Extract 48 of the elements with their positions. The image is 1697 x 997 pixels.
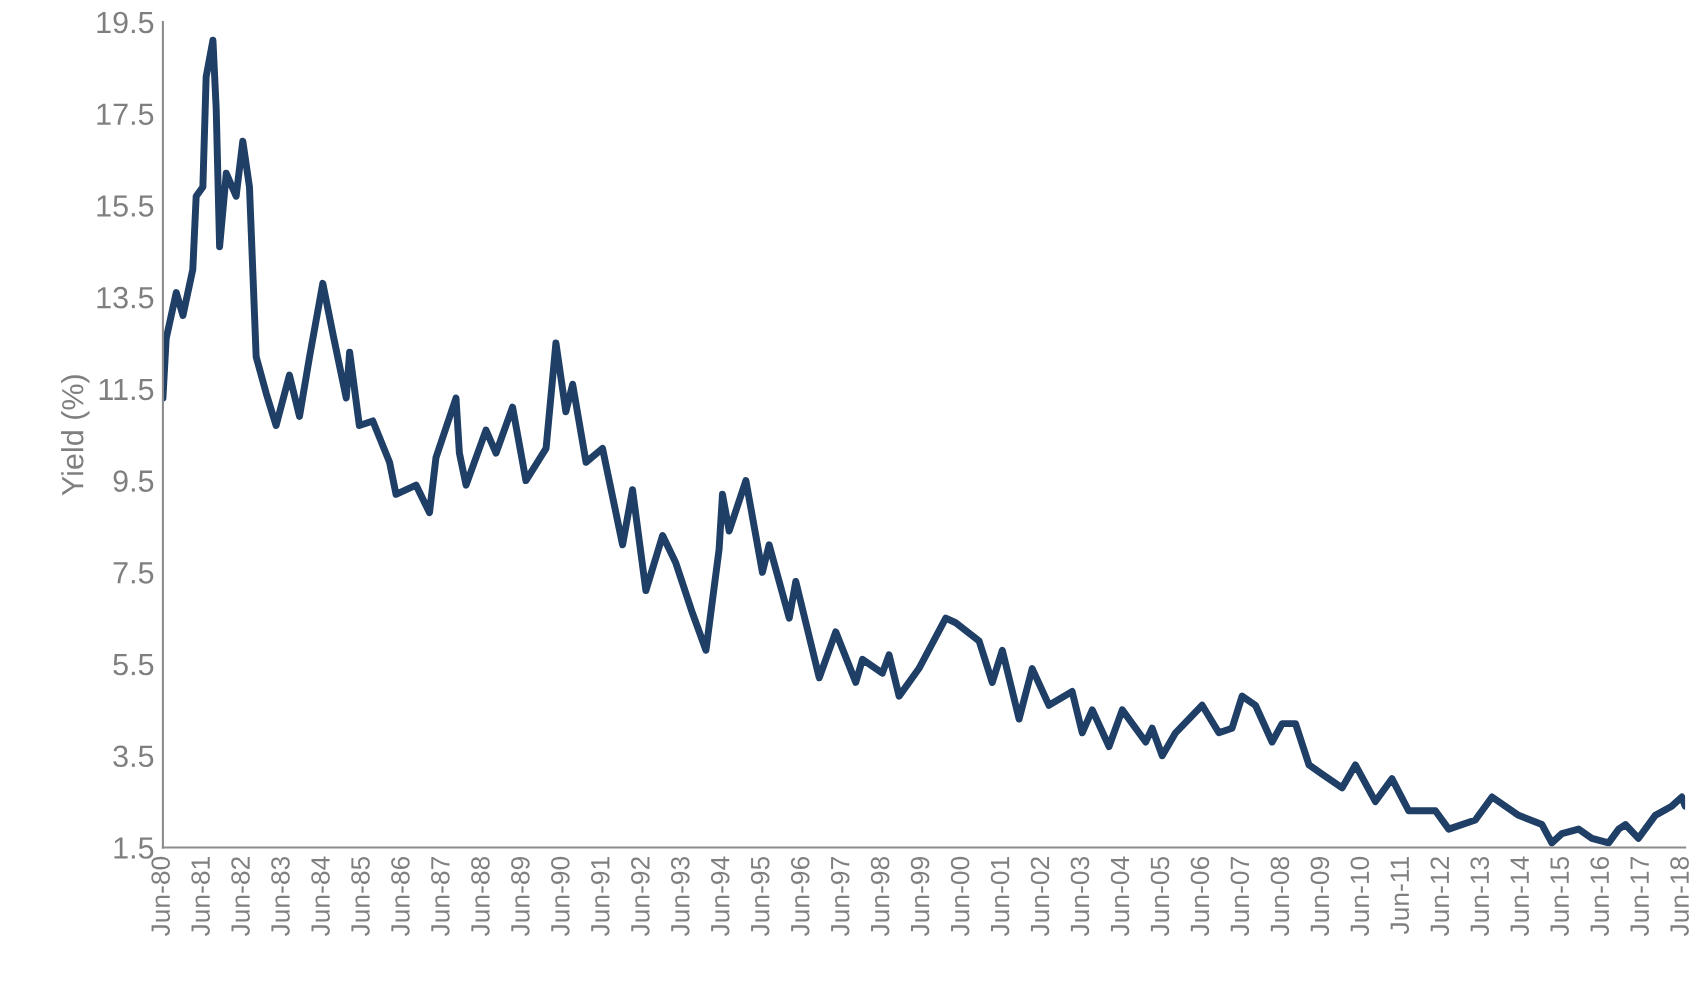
x-tick-label: Jun-14 — [1510, 856, 1530, 937]
x-tick-label: Jun-07 — [1230, 857, 1250, 937]
x-tick-label: Jun-90 — [550, 856, 570, 937]
x-tick-label: Jun-97 — [830, 857, 850, 937]
x-tick-label: Jun-93 — [670, 856, 690, 937]
x-tick-label: Jun-81 — [191, 857, 210, 937]
x-tick-label: Jun-13 — [1470, 856, 1490, 937]
x-tick-label: Jun-08 — [1270, 856, 1290, 937]
x-tick-label: Jun-17 — [1630, 857, 1649, 937]
x-tick-label: Jun-86 — [391, 856, 410, 937]
x-tick-label: Jun-04 — [1110, 856, 1130, 937]
x-tick-label: Jun-00 — [950, 856, 970, 937]
x-tick-label: Jun-92 — [630, 857, 650, 937]
x-tick-label: Jun-82 — [231, 857, 250, 937]
x-tick-label: Jun-09 — [1310, 857, 1330, 937]
x-tick-label: Jun-05 — [1150, 856, 1170, 937]
x-tick-label: Jun-18 — [1670, 856, 1689, 937]
y-tick-label: 19.5 — [97, 11, 154, 34]
x-tick-label: Jun-88 — [471, 856, 490, 937]
x-tick-label: Jun-84 — [311, 856, 330, 937]
y-axis-title: Yield (%) — [61, 375, 90, 496]
x-tick-label: Jun-15 — [1550, 856, 1569, 937]
x-tick-label: Jun-85 — [351, 856, 370, 937]
x-tick-label: Jun-06 — [1190, 856, 1210, 937]
x-tick-label: Jun-94 — [710, 856, 730, 937]
x-tick-label: Jun-96 — [790, 856, 810, 937]
x-tick-label: Jun-01 — [990, 857, 1010, 937]
x-tick-label: Jun-12 — [1430, 857, 1450, 937]
y-tick-label: 17.5 — [97, 103, 154, 126]
x-tick-label: Jun-98 — [870, 856, 890, 937]
x-tick-label: Jun-11 — [1390, 857, 1410, 935]
y-tick-label: 5.5 — [113, 654, 154, 676]
x-tick-label: Jun-89 — [511, 857, 530, 937]
x-tick-label: Jun-02 — [1030, 857, 1050, 937]
x-tick-label: Jun-95 — [750, 856, 770, 937]
y-tick-label: 15.5 — [97, 195, 154, 217]
x-tick-label: Jun-10 — [1350, 856, 1370, 937]
y-tick-label: 13.5 — [97, 286, 154, 309]
x-tick-label: Jun-03 — [1070, 856, 1090, 937]
x-tick-label: Jun-99 — [910, 857, 930, 937]
y-tick-label: 11.5 — [99, 378, 154, 401]
y-tick-label: 9.5 — [113, 470, 154, 492]
x-tick-label: Jun-83 — [271, 856, 290, 937]
y-tick-label: 7.5 — [113, 562, 154, 584]
x-tick-label: Jun-87 — [431, 857, 450, 937]
x-tick-label: Jun-16 — [1590, 856, 1610, 937]
x-tick-label: Jun-91 — [590, 857, 610, 937]
y-tick-label: 3.5 — [113, 745, 154, 768]
